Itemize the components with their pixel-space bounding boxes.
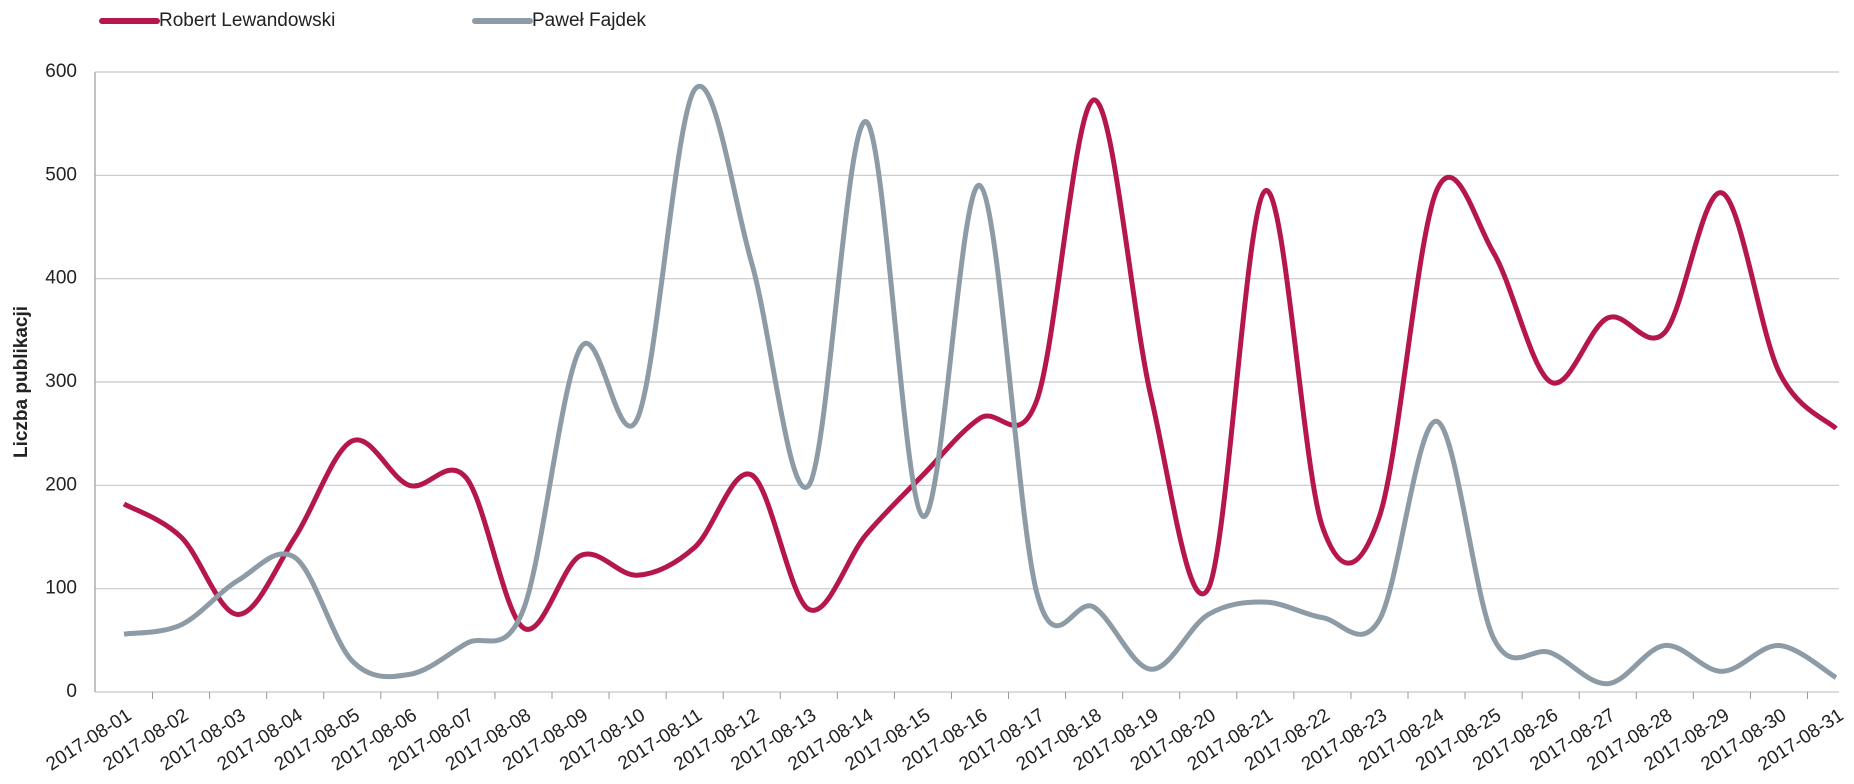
y-tick-label: 300 bbox=[45, 371, 77, 392]
y-tick-label: 200 bbox=[45, 474, 77, 495]
legend-label: Paweł Fajdek bbox=[532, 10, 647, 31]
y-tick-label: 400 bbox=[45, 268, 77, 289]
y-axis-label: Liczba publikacji bbox=[11, 306, 32, 458]
legend-label: Robert Lewandowski bbox=[159, 10, 335, 31]
y-tick-label: 100 bbox=[45, 578, 77, 599]
y-tick-label: 600 bbox=[45, 61, 77, 82]
y-tick-label: 500 bbox=[45, 164, 77, 185]
y-tick-label: 0 bbox=[66, 681, 77, 702]
series-line bbox=[123, 84, 1838, 687]
series-line bbox=[122, 97, 1838, 632]
